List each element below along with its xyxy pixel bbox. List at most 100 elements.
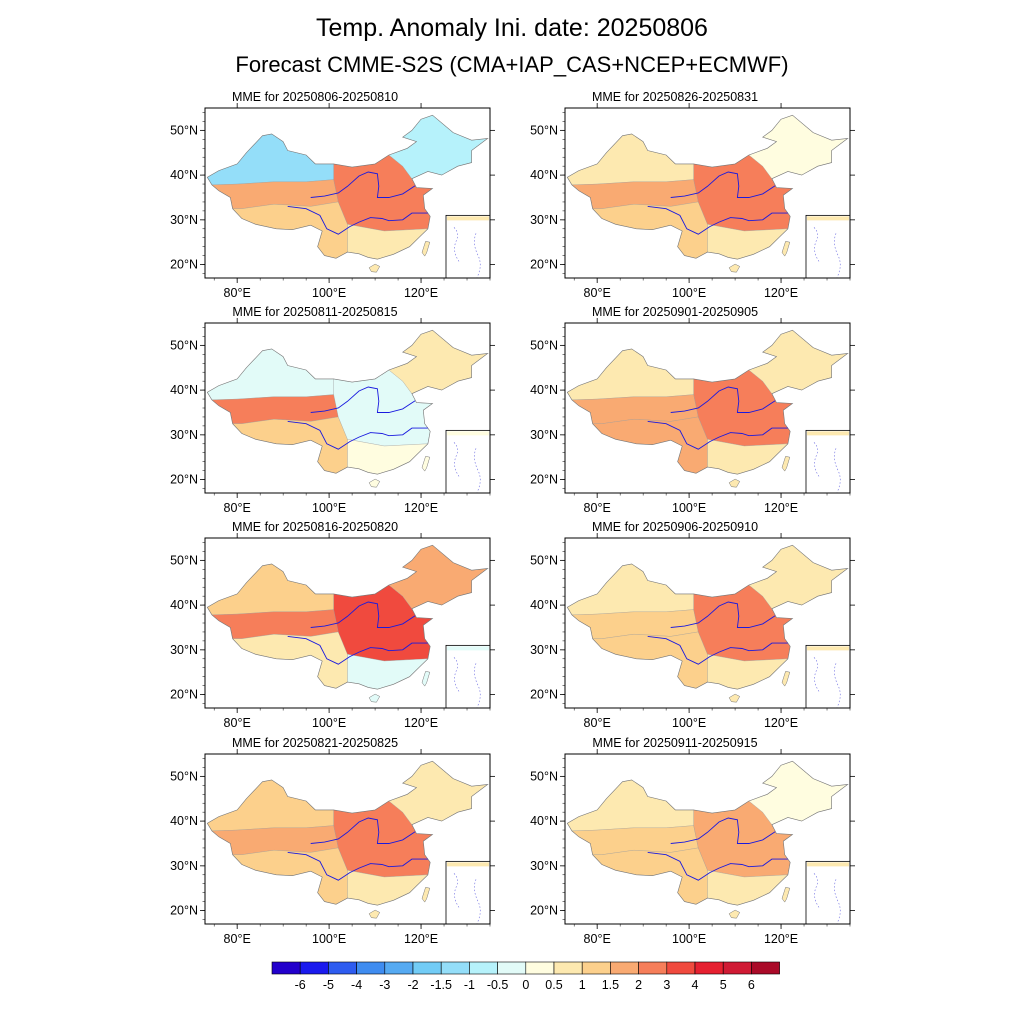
lat-label: 40°N [530,168,558,182]
map-panel: MME for 20250911-20250915 50°N 40°N 30°N 20… [530,736,855,946]
china-map: 50°N 40°N 30°N 20°N 80°E 100°E 120°E [170,533,495,730]
yellow-river [670,601,776,628]
inset-islands [813,657,841,708]
yellow-river [310,817,416,844]
panel-title: MME for 20250811-20250815 [232,305,398,319]
colorbar-swatch [328,961,357,975]
map-panel: MME for 20250826-20250831 50°N 40°N 30°N 20… [530,90,855,300]
colorbar-swatch [356,961,386,975]
yellow-river [310,386,416,413]
south-china-sea-inset [805,429,851,494]
country-border [206,760,489,906]
lat-label: 30°N [530,643,558,657]
colorbar-swatch [553,961,583,975]
china-map: 50°N 40°N 30°N 20°N 80°E 100°E 120°E [170,318,495,515]
lat-label: 20°N [530,904,558,918]
lat-label: 40°N [170,168,198,182]
colorbar-label: -6 [295,978,306,992]
colorbar-label: 3 [663,978,670,992]
lat-label: 20°N [170,904,198,918]
yellow-river [310,601,416,628]
country-border [206,544,489,690]
hainan-island [728,909,741,919]
lon-label: 100°E [672,932,706,946]
china-map: 50°N 40°N 30°N 20°N 80°E 100°E 120°E [530,103,855,300]
country-border [566,114,849,260]
taiwan-island [421,456,431,472]
lat-label: 50°N [170,123,198,137]
lon-label: 80°E [224,501,251,515]
hainan-island [368,909,381,919]
country-border [206,329,489,475]
south-china-sea-inset [445,644,491,709]
hainan-island [728,693,741,703]
lon-label: 100°E [312,286,346,300]
lon-label: 100°E [312,932,346,946]
colorbar-swatch [384,961,414,975]
yangtze-river [287,205,428,235]
inset-islands [453,442,481,493]
south-china-sea-inset [445,214,491,279]
colorbar-swatch [497,961,527,975]
inset-coast [807,216,849,221]
lat-label: 40°N [170,383,198,397]
inset-coast [447,646,489,651]
colorbar-label: 1.5 [602,978,619,992]
hainan-island [728,478,741,488]
taiwan-island [781,887,791,903]
lon-label: 120°E [764,286,798,300]
lon-label: 120°E [404,501,438,515]
lon-label: 120°E [404,716,438,730]
colorbar-swatch [440,961,470,975]
lon-label: 80°E [224,286,251,300]
taiwan-island [781,671,791,687]
south-china-sea-inset [445,429,491,494]
china-map: 50°N 40°N 30°N 20°N 80°E 100°E 120°E [530,533,855,730]
lon-label: 100°E [312,716,346,730]
colorbar-swatch [581,961,611,975]
yangtze-river [647,420,788,450]
colorbar-swatch [271,961,301,975]
lat-label: 30°N [170,213,198,227]
colorbar-label: 0 [522,978,529,992]
south-china-sea-inset [445,860,491,925]
colorbar-label: 2 [635,978,642,992]
lat-label: 40°N [530,383,558,397]
panel-title: MME for 20250806-20250810 [231,90,399,104]
inset-coast [807,646,849,651]
colorbar: -6 -5 -4 -3 -2 -1.5 -1 -0.5 0 0.5 1 1.5 2 3 4 5 6 [271,961,780,992]
hainan-island [728,263,741,273]
lon-label: 120°E [764,716,798,730]
lat-label: 30°N [170,428,198,442]
colorbar-label: -4 [351,978,362,992]
lon-label: 80°E [584,286,611,300]
country-border [566,544,849,690]
yangtze-river [647,205,788,235]
inset-coast [807,431,849,436]
colorbar-swatch [751,961,780,975]
panel-title: MME for 20250911-20250915 [592,736,758,750]
colorbar-label: 5 [720,978,727,992]
lat-label: 50°N [530,553,558,567]
colorbar-swatch [694,961,724,975]
lon-label: 120°E [404,286,438,300]
colorbar-swatch [666,961,696,975]
yangtze-river [287,635,428,665]
lat-label: 30°N [170,859,198,873]
map-panel: MME for 20250811-20250815 50°N 40°N 30°N 20… [170,305,495,515]
colorbar-label: -2 [407,978,418,992]
lon-label: 100°E [672,501,706,515]
map-panel: MME for 20250901-20250905 50°N 40°N 30°N 20… [530,305,855,515]
colorbar-label: 6 [748,978,755,992]
map-panel: MME for 20250821-20250825 50°N 40°N 30°N 20… [170,736,495,946]
south-china-sea-inset [805,860,851,925]
lat-label: 30°N [530,859,558,873]
yangtze-river [287,420,428,450]
lat-label: 50°N [170,553,198,567]
lat-label: 30°N [530,428,558,442]
inset-coast [807,862,849,867]
lon-label: 120°E [764,932,798,946]
yellow-river [310,171,416,198]
taiwan-island [421,241,431,257]
inset-islands [813,873,841,924]
